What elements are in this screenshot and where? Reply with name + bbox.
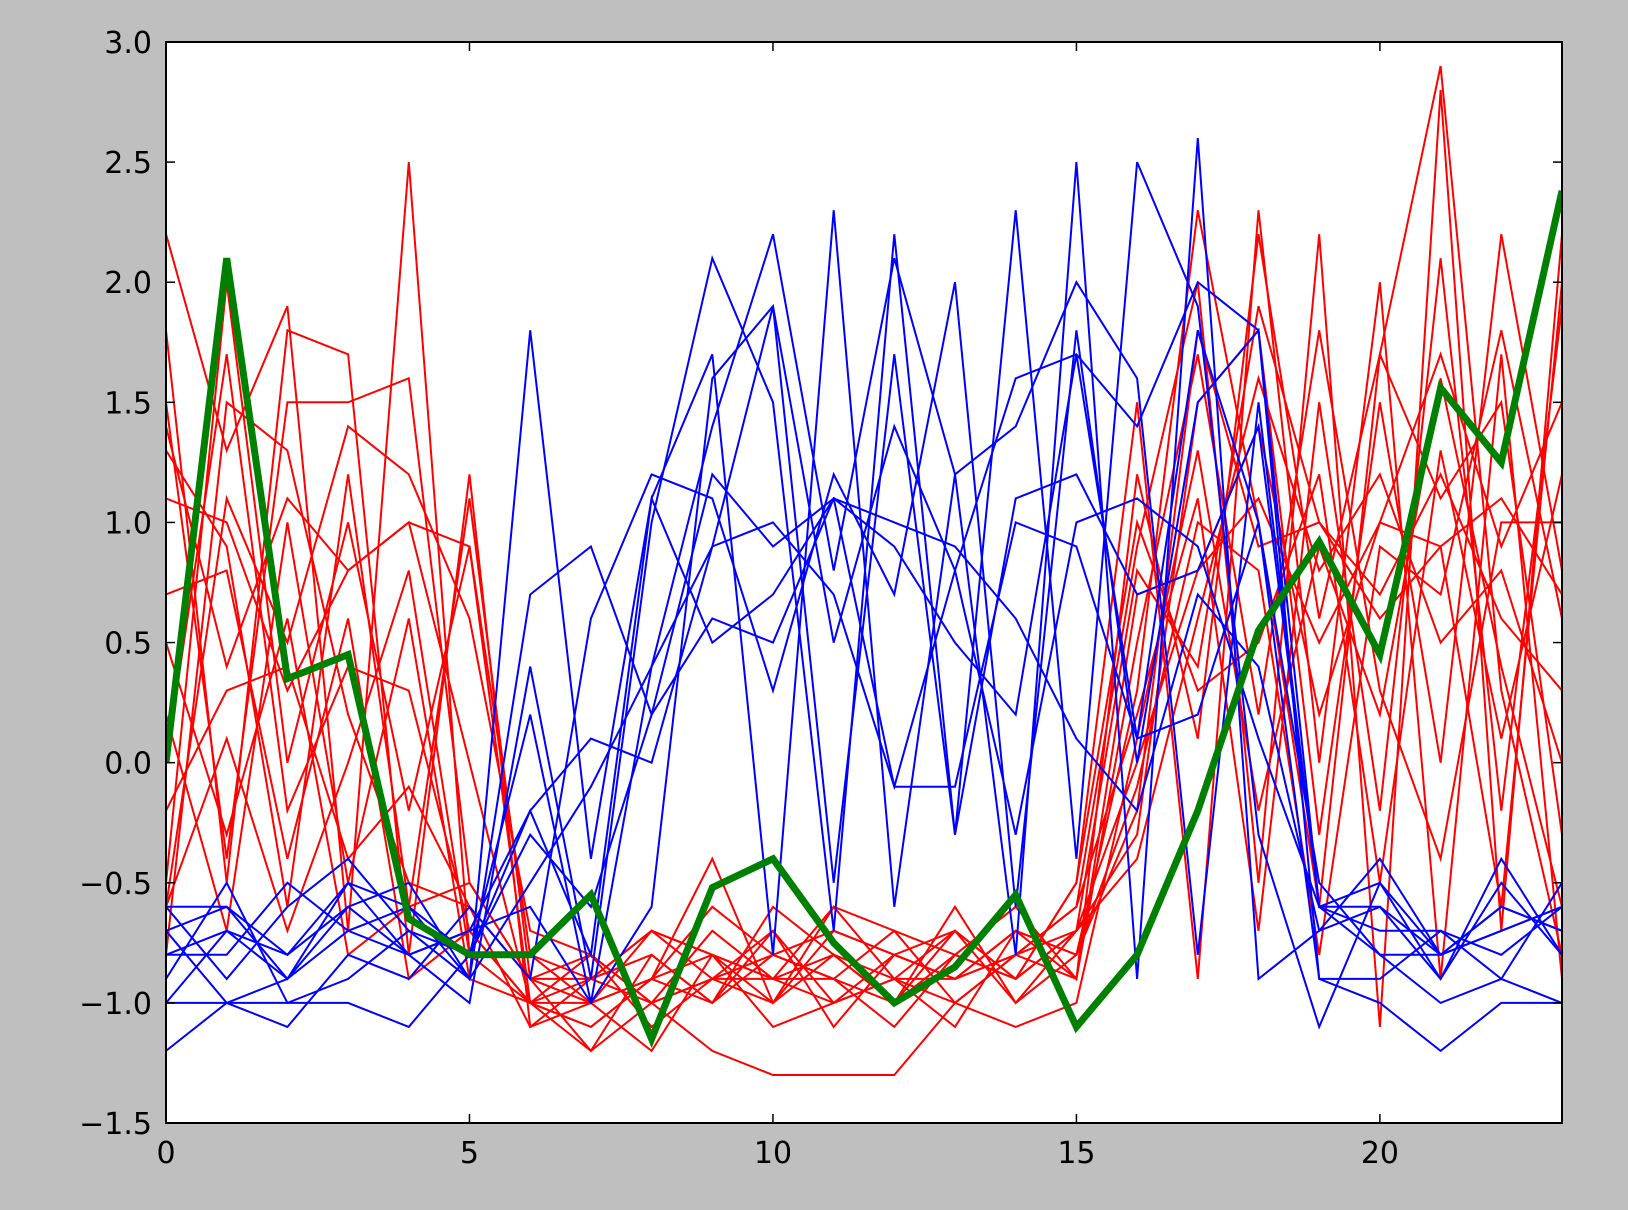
- series-line-25: [166, 190, 1562, 1049]
- series-line-8: [166, 450, 1562, 1029]
- y-tick-label: 0.5: [104, 627, 152, 662]
- series-line-11: [166, 330, 1562, 1005]
- x-tick-label: 10: [754, 1136, 792, 1171]
- series-line-20: [166, 472, 1562, 1005]
- series-line-19: [166, 282, 1562, 1052]
- y-tick-label: 2.0: [104, 266, 152, 301]
- series-line-15: [166, 138, 1562, 982]
- series-line-23: [166, 497, 1562, 981]
- series-line-16: [166, 161, 1562, 1030]
- series-line-24: [166, 303, 1562, 1005]
- y-tick-label: −1.0: [79, 987, 152, 1022]
- y-tick-label: 3.0: [104, 26, 152, 61]
- series-line-17: [166, 233, 1562, 1004]
- y-tick-label: −0.5: [79, 867, 152, 902]
- y-tick-label: 2.5: [104, 146, 152, 181]
- plot-frame: [165, 41, 1563, 1124]
- series-layer: [166, 65, 1562, 1076]
- y-tick-label: −1.5: [79, 1107, 152, 1142]
- x-tick-label: 0: [156, 1136, 175, 1171]
- y-tick-label: 1.5: [104, 386, 152, 421]
- x-tick-label: 15: [1057, 1136, 1095, 1171]
- series-line-6: [166, 258, 1562, 1053]
- series-line-14: [166, 305, 1562, 1029]
- tick-layer: 0 5 10 15 20 −1.5 −1.0 −0.5 0.0 0.5 1.0 1.5 2.0 2.5 3.…: [79, 26, 1562, 1171]
- x-tick-label: 20: [1361, 1136, 1399, 1171]
- y-tick-label: 0.0: [104, 747, 152, 782]
- series-line-13: [166, 378, 1562, 1076]
- series-line-10: [166, 330, 1562, 1005]
- series-line-21: [166, 329, 1562, 1053]
- x-tick-label: 5: [460, 1136, 479, 1171]
- y-tick-label: 1.0: [104, 506, 152, 541]
- series-line-2: [166, 89, 1562, 1053]
